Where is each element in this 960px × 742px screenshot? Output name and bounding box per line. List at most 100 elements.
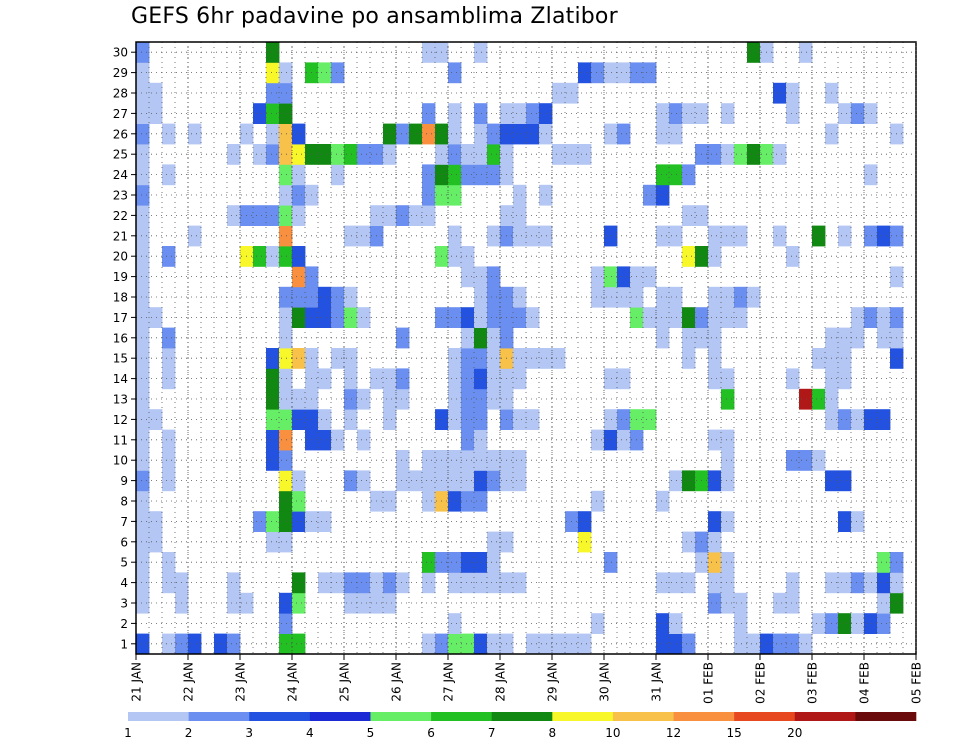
heatmap-cell	[136, 327, 150, 349]
heatmap-cell	[292, 490, 306, 512]
heatmap-cell	[682, 531, 696, 553]
heatmap-cell	[331, 144, 345, 165]
heatmap-cell	[669, 123, 683, 145]
heatmap-cell	[487, 164, 501, 186]
colorbar-swatch	[552, 712, 614, 721]
heatmap-cell	[331, 164, 345, 186]
heatmap-cell	[708, 246, 722, 267]
heatmap-cell	[448, 613, 462, 634]
heatmap-cell	[461, 429, 475, 451]
heatmap-cell	[877, 572, 891, 594]
heatmap-cell	[448, 388, 462, 410]
heatmap-cell	[318, 286, 332, 308]
heatmap-cell	[786, 450, 800, 471]
heatmap-cell	[669, 470, 683, 492]
colorbar-label: 6	[427, 726, 435, 740]
heatmap-cell	[448, 490, 462, 512]
y-tick-label: 1	[120, 637, 128, 651]
heatmap-cell	[136, 42, 150, 63]
heatmap-cell	[227, 572, 241, 594]
heatmap-cell	[786, 633, 800, 655]
heatmap-cell	[669, 307, 683, 328]
heatmap-cell	[448, 633, 462, 655]
heatmap-cell	[279, 286, 293, 308]
colorbar-label: 4	[306, 726, 314, 740]
heatmap-cell	[669, 164, 683, 186]
heatmap-cell	[149, 103, 163, 124]
heatmap-cell	[721, 552, 735, 573]
heatmap-cell	[162, 633, 176, 655]
colorbar-swatch	[855, 712, 917, 721]
heatmap-cell	[266, 246, 280, 267]
y-tick-label: 18	[113, 291, 128, 305]
heatmap-cell	[721, 572, 735, 594]
heatmap-cell	[474, 123, 488, 145]
heatmap-cell	[292, 144, 306, 165]
heatmap-cell	[838, 368, 852, 390]
y-tick-label: 23	[113, 189, 128, 203]
heatmap-cell	[396, 470, 410, 492]
heatmap-cell	[604, 429, 618, 451]
heatmap-cell	[513, 225, 527, 247]
heatmap-cell	[682, 103, 696, 124]
heatmap-cell	[877, 613, 891, 634]
colorbar-label: 12	[666, 726, 681, 740]
plot-frame	[135, 41, 917, 655]
heatmap-cell	[734, 286, 748, 308]
heatmap-cell	[292, 572, 306, 594]
heatmap-cell	[721, 286, 735, 308]
x-tick-label: 02 FEB	[754, 662, 768, 704]
heatmap-cell	[136, 62, 150, 84]
heatmap-cell	[526, 307, 540, 328]
heatmap-cell	[136, 348, 150, 369]
heatmap-cell	[136, 368, 150, 390]
x-tick-label: 21 JAN	[130, 662, 144, 702]
x-tick-label: 30 JAN	[598, 662, 612, 702]
heatmap-cell	[617, 123, 631, 145]
heatmap-cell	[136, 246, 150, 267]
heatmap-cell	[747, 633, 761, 655]
heatmap-cell	[383, 409, 397, 430]
heatmap-cell	[474, 42, 488, 63]
heatmap-cell	[448, 552, 462, 573]
heatmap-cell	[214, 633, 228, 655]
heatmap-cell	[682, 327, 696, 349]
chart-title: GEFS 6hr padavine po ansamblima Zlatibor	[131, 4, 618, 29]
heatmap-cell	[604, 552, 618, 573]
x-tick-label: 01 FEB	[702, 662, 716, 704]
heatmap-cell	[292, 470, 306, 492]
heatmap-cell	[656, 286, 670, 308]
heatmap-cell	[682, 572, 696, 594]
heatmap-cell	[448, 470, 462, 492]
heatmap-cell	[708, 531, 722, 553]
heatmap-cell	[162, 348, 176, 369]
heatmap-cell	[279, 205, 293, 226]
heatmap-cell	[422, 633, 436, 655]
heatmap-cell	[838, 348, 852, 369]
y-tick-label: 17	[113, 311, 128, 325]
heatmap-cell	[344, 388, 358, 410]
heatmap-cell	[474, 490, 488, 512]
y-tick-label: 2	[120, 617, 128, 631]
heatmap-cell	[344, 592, 358, 614]
heatmap-cell	[604, 225, 618, 247]
heatmap-cell	[539, 103, 553, 124]
heatmap-cell	[292, 592, 306, 614]
heatmap-cell	[487, 286, 501, 308]
heatmap-cell	[383, 572, 397, 594]
heatmap-cell	[838, 409, 852, 430]
heatmap-cell	[851, 103, 865, 124]
heatmap-cell	[292, 246, 306, 267]
heatmap-cell	[838, 103, 852, 124]
heatmap-cell	[136, 225, 150, 247]
heatmap-cell	[721, 368, 735, 390]
heatmap-cell	[357, 572, 371, 594]
heatmap-cell	[487, 225, 501, 247]
heatmap-cell	[474, 388, 488, 410]
heatmap-cell	[838, 511, 852, 532]
heatmap-cell	[773, 592, 787, 614]
heatmap-cell	[721, 470, 735, 492]
heatmap-cell	[539, 633, 553, 655]
heatmap-cell	[266, 82, 280, 104]
heatmap-cell	[279, 82, 293, 104]
